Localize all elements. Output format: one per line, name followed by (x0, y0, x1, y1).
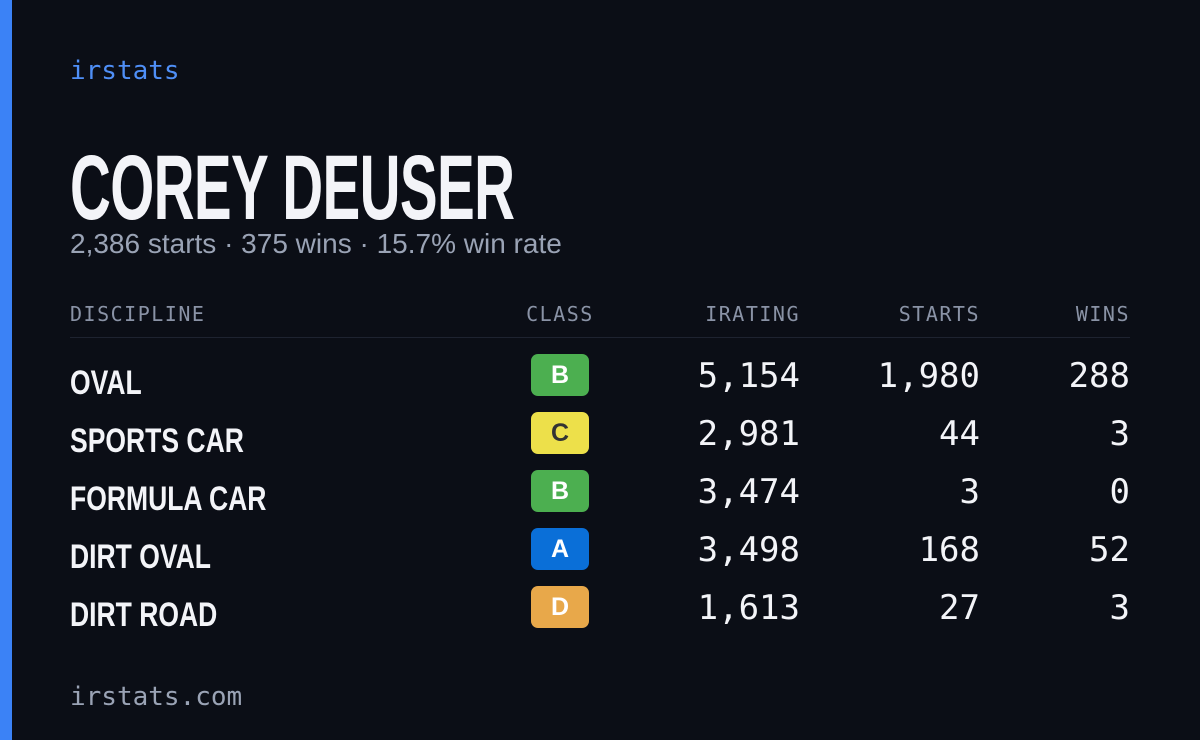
column-header: WINS (1075, 302, 1130, 326)
wins: 3 (1109, 414, 1130, 454)
column-header: DISCIPLINE (70, 302, 206, 326)
class-badge: D (531, 586, 589, 628)
irating: 3,474 (697, 472, 800, 512)
starts: 44 (939, 414, 980, 454)
footer: irstats.com (70, 682, 243, 712)
class-badge: B (531, 354, 589, 396)
class-badge: A (531, 528, 589, 570)
class-badge: C (531, 412, 589, 454)
header-rule (70, 337, 1130, 338)
starts: 168 (918, 530, 980, 570)
accent-bar (0, 0, 12, 740)
discipline: DIRT ROAD (70, 596, 218, 634)
discipline: SPORTS CAR (70, 422, 244, 460)
column-header: CLASS (526, 302, 594, 326)
starts: 3 (959, 472, 980, 512)
irating: 3,498 (697, 530, 800, 570)
starts: 1,980 (877, 356, 980, 396)
discipline: FORMULA CAR (70, 480, 267, 518)
irating: 2,981 (697, 414, 800, 454)
discipline: DIRT OVAL (70, 538, 211, 576)
irating: 5,154 (697, 356, 800, 396)
column-header: IRATING (705, 302, 800, 326)
irating: 1,613 (697, 588, 800, 628)
wins: 52 (1089, 530, 1130, 570)
wins: 0 (1109, 472, 1130, 512)
driver-name: COREY DEUSER (70, 137, 515, 239)
wins: 288 (1068, 356, 1130, 396)
column-header: STARTS (898, 302, 980, 326)
wins: 3 (1109, 588, 1130, 628)
starts: 27 (939, 588, 980, 628)
driver-summary: 2,386 starts · 375 wins · 15.7% win rate (70, 228, 562, 259)
discipline: OVAL (70, 364, 142, 402)
class-badge: B (531, 470, 589, 512)
brand: irstats (70, 56, 180, 86)
